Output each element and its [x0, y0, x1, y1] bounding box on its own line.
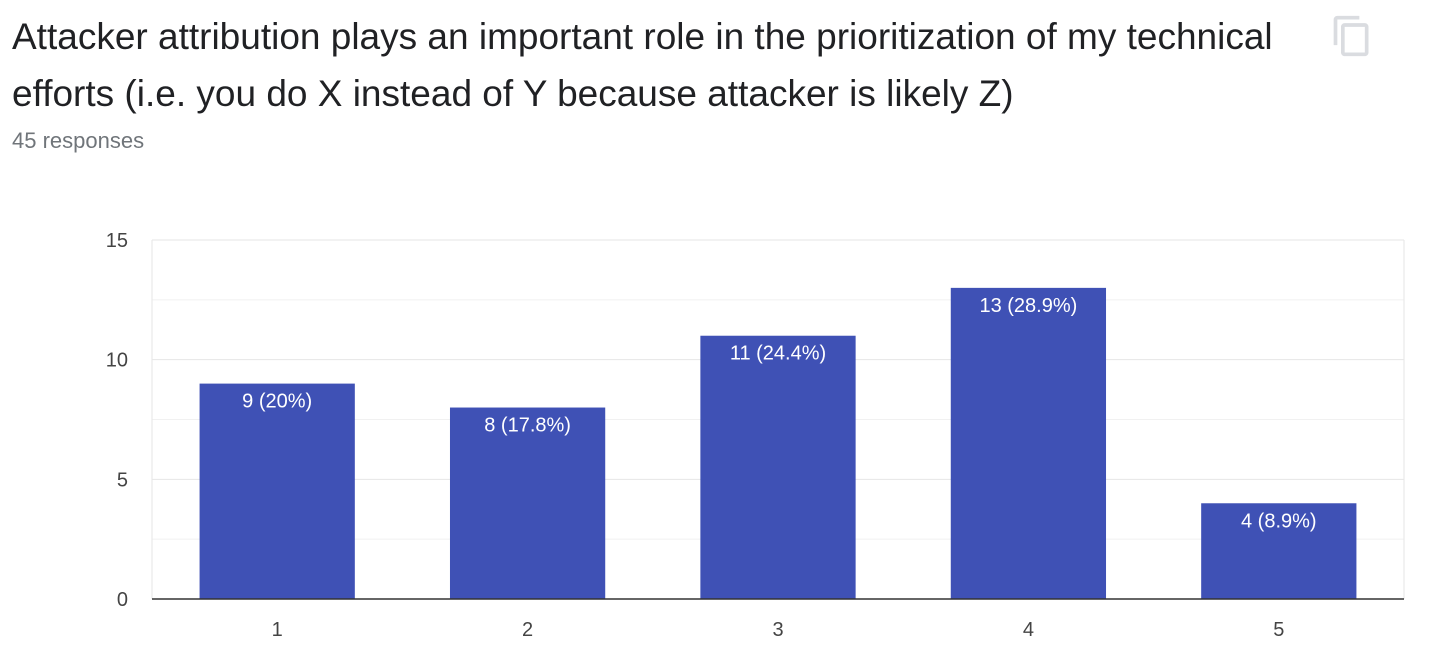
x-tick-label: 4: [1023, 619, 1034, 641]
copy-icon: [1333, 15, 1369, 57]
bar-4: [950, 287, 1107, 599]
x-tick-label: 1: [272, 619, 283, 641]
x-tick-label: 3: [772, 619, 783, 641]
y-tick-label: 10: [106, 350, 128, 372]
x-tick-label: 5: [1273, 619, 1284, 641]
bar-data-label: 11 (24.4%): [730, 343, 826, 365]
bar-data-label: 13 (28.9%): [979, 295, 1077, 317]
bar-1: [199, 383, 355, 599]
bar-data-label: 9 (20%): [242, 391, 312, 413]
x-tick-label: 2: [522, 619, 533, 641]
bar-3: [700, 335, 856, 599]
copy-chart-button[interactable]: [1330, 14, 1374, 58]
y-axis-ticks: 0 5 10 15: [106, 230, 128, 611]
x-axis-ticks: 1 2 3 4 5: [152, 598, 1404, 641]
y-tick-label: 0: [117, 589, 128, 611]
response-count: 45 responses: [12, 128, 145, 153]
question-title: Attacker attribution plays an important …: [12, 16, 1273, 114]
bar-data-label: 4 (8.9%): [1241, 510, 1317, 532]
y-tick-label: 5: [117, 469, 128, 491]
y-tick-label: 15: [106, 230, 128, 252]
bar-2: [449, 407, 606, 599]
bar-5: [1201, 503, 1357, 599]
bar-data-label: 8 (17.8%): [484, 415, 571, 437]
bars: 9 (20%) 8 (17.8%) 11 (24.4%) 13 (28.9%) 4 (8…: [199, 287, 1357, 599]
